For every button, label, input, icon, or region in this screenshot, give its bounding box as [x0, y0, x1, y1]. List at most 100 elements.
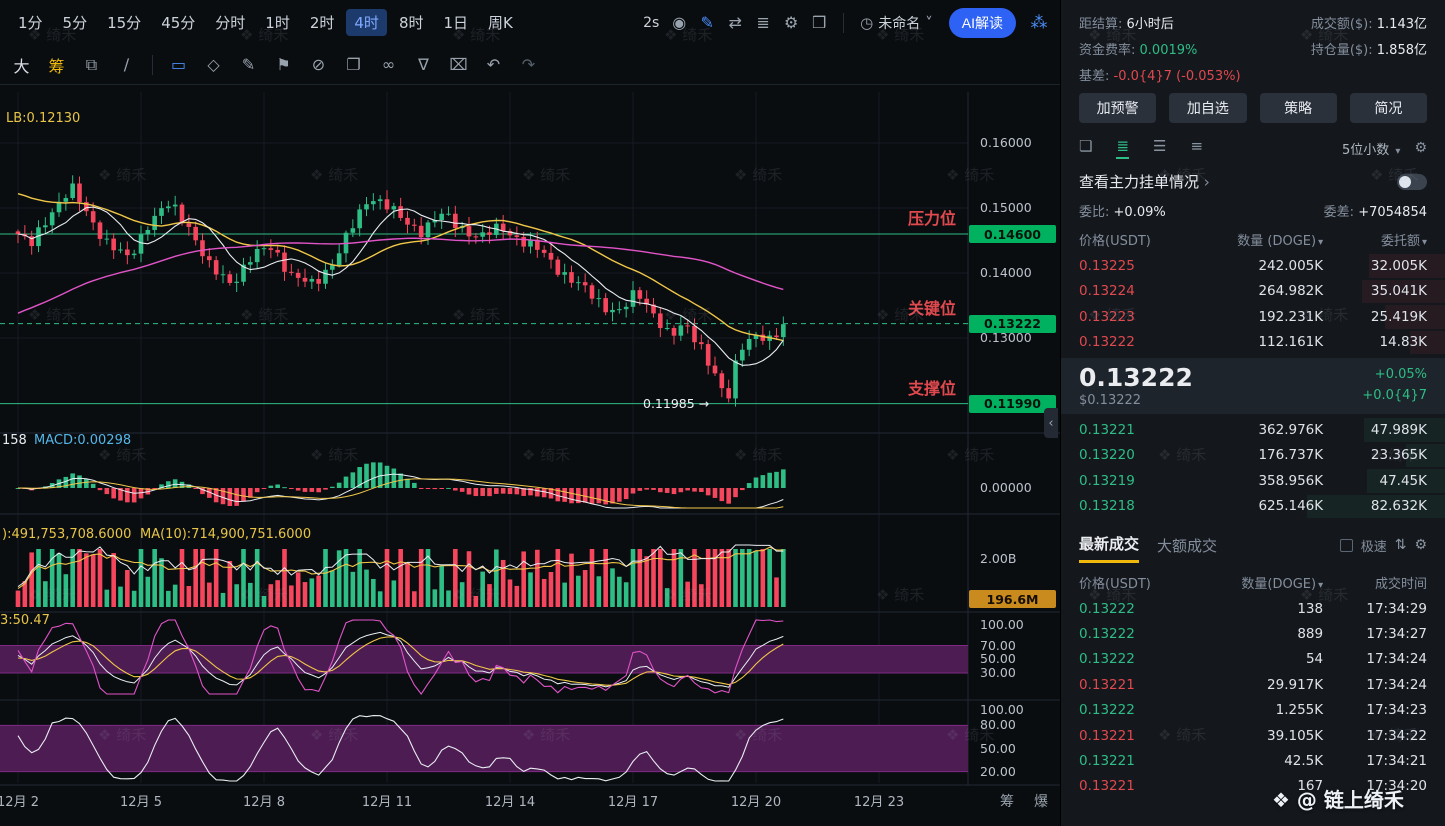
trades-tabs: 最新成交 大额成交 极速 ⇅ ⚙ [1061, 519, 1445, 563]
trade-row: 0.13221 42.5K 17:34:21 [1079, 753, 1427, 770]
timeframe-2[interactable]: 15分 [107, 14, 142, 32]
top-icon-group: ◉ ✎ ⇄ ≣ ⚙ ❒ [665, 13, 833, 32]
doc-tool-icon[interactable]: ❐ [346, 55, 361, 74]
tab-latest-trades[interactable]: 最新成交 [1079, 533, 1140, 563]
chip-distribution-button[interactable]: 筹 [1000, 794, 1014, 810]
add-watchlist-button[interactable]: 加自选 [1169, 93, 1247, 123]
orderbook-bid-row[interactable]: 0.13221 362.976K 47.989K [1061, 417, 1445, 443]
rhombus-tool-icon[interactable]: ◇ [207, 55, 220, 74]
orderbook-ask-row[interactable]: 0.13222 112.161K 14.83K [1061, 330, 1445, 356]
link-tool-icon[interactable]: ∞ [381, 55, 396, 74]
share-icon[interactable]: ⁂ [1030, 12, 1048, 33]
orderbook-ask-row[interactable]: 0.13223 192.231K 25.419K [1061, 304, 1445, 330]
lock-tool-icon[interactable]: ⊘ [311, 55, 326, 74]
timeframe-1[interactable]: 5分 [62, 14, 88, 32]
liquidation-map-button[interactable]: 爆 [1034, 794, 1048, 810]
trade-row: 0.13222 889 17:34:27 [1079, 626, 1427, 643]
fast-mode-checkbox[interactable] [1339, 538, 1353, 552]
timeframe-group: 1分 5分 15分 45分 分时 1时 2时 4时 8时 1日 周K [8, 9, 523, 36]
strategy-button[interactable]: 策略 [1259, 93, 1337, 123]
main-orders-toggle[interactable] [1397, 173, 1427, 190]
template-edit-icon[interactable]: ⧉ [85, 54, 98, 74]
trades-settings-icon[interactable]: ⚙ [1414, 537, 1427, 553]
watermark-text: @ 链上绮禾 [1296, 788, 1404, 812]
chip-distribution-tool-icon[interactable]: 筹 [48, 56, 65, 76]
trade-row: 0.13222 138 17:34:29 [1079, 600, 1427, 617]
timeframe-0[interactable]: 1分 [18, 14, 43, 32]
draw-toolbar-group: 大筹 ⧉ ∕ ▭ ◇ ✎ ⚑ ⊘ ❐ ∞ ∇ ⌧ ↶ ↷ [4, 53, 546, 77]
watermark-badge: ❖ @ 链上绮禾 [1272, 784, 1404, 813]
main-orders-link[interactable]: 查看主力挂单情况 › [1079, 173, 1210, 191]
panel-collapse-handle[interactable]: ‹ [1044, 408, 1058, 438]
orderbook-ask-row[interactable]: 0.13224 264.982K 35.041K [1061, 279, 1445, 305]
amount-sort-header[interactable]: 委托额 ▾ [1380, 234, 1427, 249]
settle-countdown: 距结算: 6小时后 [1079, 16, 1174, 32]
ai-analysis-button[interactable]: AI解读 [948, 7, 1016, 38]
filter-tool-icon[interactable]: ∇ [418, 55, 429, 74]
chart-settings-icon[interactable]: ⚙ [784, 13, 799, 32]
divider [152, 54, 153, 75]
trades-qty-sort-header[interactable]: 数量(DOGE) ▾ [1241, 577, 1324, 592]
orderbook-ask-row[interactable]: 0.13225 242.005K 32.005K [1061, 253, 1445, 279]
timeframe-4[interactable]: 分时 [215, 14, 246, 32]
chevron-right-icon: › [1203, 173, 1210, 191]
caret-down-icon: ▾ [1318, 237, 1324, 248]
add-alert-button[interactable]: 加预警 [1079, 93, 1157, 123]
timeframe-6[interactable]: 2时 [309, 14, 335, 32]
delete-tool-icon[interactable]: ⌧ [449, 55, 468, 74]
sort-icon[interactable]: ⇅ [1394, 537, 1407, 553]
replay-speed-button[interactable]: 2s [643, 14, 660, 31]
text-size-tool-icon[interactable]: 大 [13, 56, 30, 76]
layout-switch-icon[interactable]: ❏ [1079, 137, 1093, 155]
depth-both-icon[interactable]: ≣ [1116, 137, 1130, 159]
rect-tool-icon[interactable]: ▭ [170, 55, 187, 74]
timeframe-10[interactable]: 周K [488, 14, 513, 32]
contract-stats: 距结算: 6小时后 成交额($): 1.143亿 资金费率: 0.0019% 持… [1061, 0, 1445, 87]
caret-down-icon: ˅ [925, 13, 933, 32]
trades-list: 0.13222 138 17:34:29 0.13222 889 17:34:27 0.13… [1061, 596, 1445, 799]
orderbook-bid-row[interactable]: 0.13219 358.956K 47.45K [1061, 468, 1445, 494]
trade-row: 0.13222 1.255K 17:34:23 [1079, 702, 1427, 719]
overview-button[interactable]: 简况 [1349, 93, 1427, 123]
divider [843, 12, 845, 33]
price-chart-canvas[interactable] [0, 0, 1060, 826]
timeframe-8[interactable]: 8时 [398, 14, 424, 32]
decimal-precision-select[interactable]: 5位小数 ▾ [1341, 142, 1401, 158]
layout-clock-icon: ◷ [860, 13, 874, 32]
objects-tree-icon[interactable]: ≣ [756, 13, 770, 32]
caret-down-icon: ▾ [1421, 237, 1427, 248]
draw-pencil-icon[interactable]: ✎ [700, 13, 714, 32]
timeframe-5[interactable]: 1时 [265, 14, 290, 32]
redo-icon[interactable]: ↷ [521, 55, 536, 74]
fullscreen-icon[interactable]: ❒ [812, 13, 827, 32]
commission-diff: 委差: +7054854 [1323, 205, 1427, 220]
layout-name: 未命名 [878, 15, 921, 32]
tab-large-trades[interactable]: 大额成交 [1157, 536, 1218, 555]
trades-header: 价格(USDT) 数量(DOGE) ▾ 成交时间 [1061, 563, 1445, 596]
depth-cumulative-icon[interactable]: ≡ [1190, 137, 1204, 155]
layout-selector[interactable]: ◷ 未命名 ˅ [860, 13, 933, 33]
depth-bar [1368, 254, 1445, 278]
camera-icon[interactable]: ◉ [672, 13, 687, 32]
pencil-tool-icon[interactable]: ✎ [241, 55, 256, 74]
timeframe-3[interactable]: 45分 [161, 14, 196, 32]
flag-tool-icon[interactable]: ⚑ [276, 55, 291, 74]
trendline-tool-icon[interactable]: ∕ [123, 55, 130, 74]
orderbook-bid-row[interactable]: 0.13218 625.146K 82.632K [1061, 494, 1445, 520]
timeframe-7[interactable]: 4时 [346, 9, 387, 36]
orderbook-bid-row[interactable]: 0.13220 176.737K 23.365K [1061, 443, 1445, 469]
replay-icon[interactable]: ⇄ [728, 13, 742, 32]
funding-rate: 资金费率: 0.0019% [1079, 42, 1198, 58]
qty-sort-header[interactable]: 数量 (DOGE) ▾ [1237, 234, 1324, 249]
orderbook-settings-icon[interactable]: ⚙ [1414, 140, 1427, 156]
undo-icon[interactable]: ↶ [486, 55, 501, 74]
depth-icon-group: ❏ ≣ ☰ ≡ [1079, 137, 1203, 159]
action-buttons: 加预警 加自选 策略 简况 [1061, 87, 1445, 123]
bids-list: 0.13221 362.976K 47.989K 0.13220 176.737K 23.… [1061, 417, 1445, 519]
trade-row: 0.13221 167 17:34:20 [1079, 778, 1427, 795]
chart-area: 0.16000 0.15000 0.14000 0.13000 0.14600 压力位 0.… [0, 0, 1060, 826]
depth-list-icon[interactable]: ☰ [1153, 137, 1167, 155]
depth-bar [1364, 418, 1445, 442]
timeframe-9[interactable]: 1日 [443, 14, 469, 32]
last-price-block[interactable]: 0.13222 $0.13222 +0.05% +0.0{4}7 [1061, 358, 1445, 414]
